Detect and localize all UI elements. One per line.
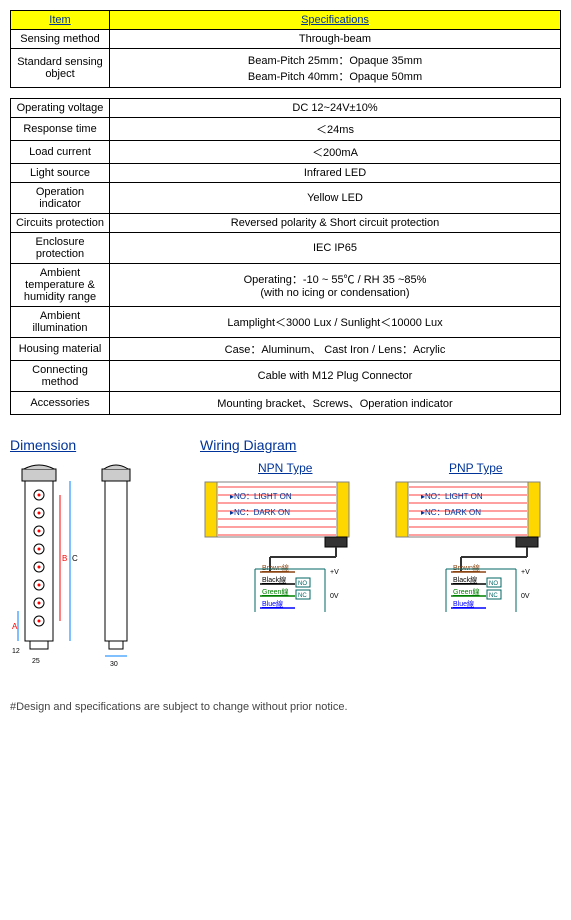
svg-text:Green線: Green線 [262, 587, 288, 596]
row-label: Circuits protection [11, 214, 110, 233]
pnp-diagram: ▸NO：LIGHT ON ▸NC：DARK ON Brown線 +V Black線 NO G… [391, 477, 561, 627]
svg-text:25: 25 [32, 658, 40, 665]
table-row: Housing materialCase：Aluminum、 Cast Iron… [11, 338, 561, 361]
spec-table-2: Operating voltageDC 12~24V±10%Response t… [10, 98, 561, 415]
table-row: Ambient illuminationLamplight＜3000 Lux /… [11, 307, 561, 338]
npn-title: NPN Type [200, 461, 371, 475]
dimension-drawing: A BC 12 25 30 [10, 461, 160, 671]
svg-text:▸NC：DARK ON: ▸NC：DARK ON [421, 508, 481, 517]
table-row: Operating voltageDC 12~24V±10% [11, 99, 561, 118]
svg-text:0V: 0V [521, 593, 530, 600]
svg-text:Brown線: Brown線 [262, 563, 289, 572]
svg-text:NC: NC [298, 593, 307, 599]
row-label: Accessories [11, 392, 110, 415]
row-label: Ambient illumination [11, 307, 110, 338]
svg-text:+V: +V [521, 569, 530, 576]
svg-text:▸NO：LIGHT ON: ▸NO：LIGHT ON [421, 492, 483, 501]
pnp-title: PNP Type [391, 461, 562, 475]
row-value: Cable with M12 Plug Connector [110, 361, 561, 392]
row-label: Ambient temperature & humidity range [11, 264, 110, 307]
row-value: Mounting bracket、Screws、Operation indica… [110, 392, 561, 415]
row-value: Reversed polarity & Short circuit protec… [110, 214, 561, 233]
table-row: Enclosure protectionIEC IP65 [11, 233, 561, 264]
row-value: Lamplight＜3000 Lux / Sunlight＜10000 Lux [110, 307, 561, 338]
table-row: Sensing method Through-beam [11, 30, 561, 49]
svg-text:Black線: Black線 [453, 575, 477, 584]
npn-diagram: ▸NO：LIGHT ON ▸NC：DARK ON Brown線 +V Black線 NO G… [200, 477, 370, 627]
spec-table-1: Item Specifications Sensing method Throu… [10, 10, 561, 88]
header-spec: Specifications [110, 11, 561, 30]
svg-text:B: B [62, 554, 67, 563]
svg-text:A: A [12, 622, 18, 631]
row-value: Operating：-10 ~ 55℃ / RH 35 ~85% (with n… [110, 264, 561, 307]
row-value: Infrared LED [110, 164, 561, 183]
svg-text:0V: 0V [330, 593, 339, 600]
row-value: Case：Aluminum、 Cast Iron / Lens：Acrylic [110, 338, 561, 361]
svg-text:▸NO：LIGHT ON: ▸NO：LIGHT ON [230, 492, 292, 501]
row-label: Load current [11, 141, 110, 164]
svg-text:C: C [72, 554, 78, 563]
table-row: Load current＜200mA [11, 141, 561, 164]
table-row: Circuits protectionReversed polarity & S… [11, 214, 561, 233]
row-value: IEC IP65 [110, 233, 561, 264]
row-value: ＜24ms [110, 118, 561, 141]
row-label: Enclosure protection [11, 233, 110, 264]
svg-text:NC: NC [489, 593, 498, 599]
table-row: Light sourceInfrared LED [11, 164, 561, 183]
wiring-title: Wiring Diagram [200, 437, 561, 453]
row-label: Operation indicator [11, 183, 110, 214]
svg-text:Black線: Black線 [262, 575, 286, 584]
row-label: Standard sensing object [11, 49, 110, 88]
svg-text:Blue線: Blue線 [453, 599, 474, 608]
row-value: Through-beam [110, 30, 561, 49]
svg-text:NO: NO [489, 581, 498, 587]
row-label: Sensing method [11, 30, 110, 49]
row-label: Connecting method [11, 361, 110, 392]
table-row: Operation indicatorYellow LED [11, 183, 561, 214]
table-row: Response time＜24ms [11, 118, 561, 141]
svg-text:12: 12 [12, 648, 20, 655]
dimension-title: Dimension [10, 437, 170, 453]
row-label: Response time [11, 118, 110, 141]
svg-text:NO: NO [298, 581, 307, 587]
svg-text:Brown線: Brown線 [453, 563, 480, 572]
table-row: Connecting methodCable with M12 Plug Con… [11, 361, 561, 392]
row-label: Housing material [11, 338, 110, 361]
svg-text:+V: +V [330, 569, 339, 576]
header-item: Item [11, 11, 110, 30]
svg-text:30: 30 [110, 661, 118, 668]
row-value: Yellow LED [110, 183, 561, 214]
svg-text:Blue線: Blue線 [262, 599, 283, 608]
row-label: Light source [11, 164, 110, 183]
row-value: ＜200mA [110, 141, 561, 164]
row-label: Operating voltage [11, 99, 110, 118]
row-value: Beam-Pitch 25mm：Opaque 35mm Beam-Pitch 4… [110, 49, 561, 88]
table-row: AccessoriesMounting bracket、Screws、Opera… [11, 392, 561, 415]
svg-text:Green線: Green線 [453, 587, 479, 596]
svg-text:▸NC：DARK ON: ▸NC：DARK ON [230, 508, 290, 517]
footnote: #Design and specifications are subject t… [10, 701, 561, 713]
row-value: DC 12~24V±10% [110, 99, 561, 118]
table-row: Standard sensing object Beam-Pitch 25mm：… [11, 49, 561, 88]
table-row: Ambient temperature & humidity rangeOper… [11, 264, 561, 307]
